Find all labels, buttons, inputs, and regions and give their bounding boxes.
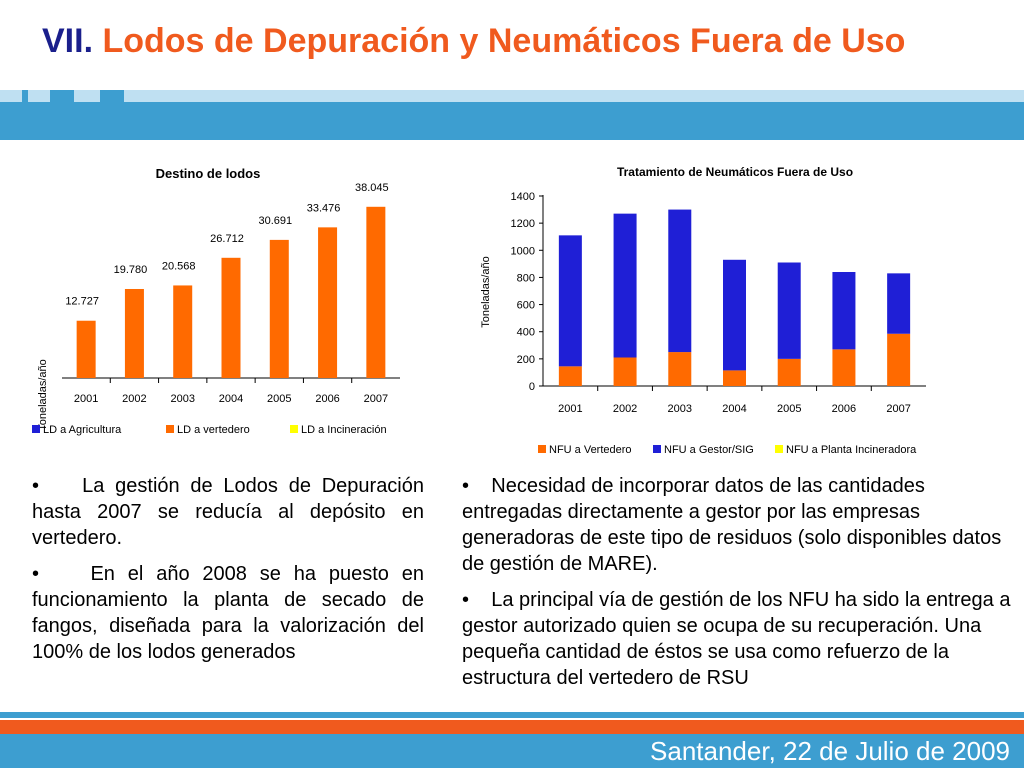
y-tick-label: 400 <box>517 327 535 339</box>
bar-segment-2005 <box>777 262 801 359</box>
legend-swatch <box>32 425 40 433</box>
bar-2002 <box>124 288 144 378</box>
bar-segment-2001 <box>558 366 582 386</box>
x-tick-label: 2005 <box>777 403 801 415</box>
bullet-text: La gestión de Lodos de Depuración hasta … <box>32 475 425 549</box>
bullet-text: En el año 2008 se ha puesto en funcionam… <box>32 563 425 663</box>
footer-stripe-accent <box>0 720 1024 734</box>
legend-swatch <box>166 425 174 433</box>
header-band-accent <box>124 90 1024 102</box>
chart-destino-lodos: Destino de lodos Toneladas/año 12.727 19.… <box>28 150 420 446</box>
x-tick-label: 2007 <box>364 393 388 405</box>
x-tick-label: 2007 <box>886 403 910 415</box>
chart-tratamiento-nfu-svg: Tratamiento de Neumáticos Fuera de Uso T… <box>480 165 926 456</box>
bar-segment-2004 <box>723 259 746 371</box>
x-tick-label: 2005 <box>267 393 291 405</box>
x-tick-label: 2006 <box>832 403 856 415</box>
bullet-text: La principal vía de gestión de los NFU h… <box>462 589 1011 689</box>
bar-segment-2003 <box>668 352 692 386</box>
y-tick-label: 200 <box>517 354 535 366</box>
bar-2005 <box>269 239 289 378</box>
footer-stripe <box>0 712 1024 718</box>
bar-segment-2002 <box>613 357 637 386</box>
x-tick-label: 2004 <box>219 393 243 405</box>
data-label-2005: 30.691 <box>258 215 292 227</box>
bullet-symbol: • <box>462 589 470 611</box>
bar-2004 <box>221 257 241 378</box>
header-band-accent <box>0 90 22 102</box>
y-tick-label: 1000 <box>511 245 535 257</box>
x-tick-label: 2004 <box>722 403 746 415</box>
right-text-column: • Necesidad de incorporar datos de las c… <box>462 473 1018 701</box>
footer-text: Santander, 22 de Julio de 2009 <box>650 736 1010 766</box>
bullet-symbol: • <box>32 563 40 585</box>
section-title: Lodos de Depuración y Neumáticos Fuera d… <box>102 22 906 60</box>
x-tick-label: 2002 <box>122 393 146 405</box>
x-tick-label: 2001 <box>558 403 582 415</box>
slide-title: VII. Lodos de Depuración y Neumáticos Fu… <box>42 22 905 61</box>
y-tick-label: 800 <box>517 272 535 284</box>
left-text-column: • La gestión de Lodos de Depuración hast… <box>32 473 424 675</box>
x-tick-label: 2002 <box>613 403 637 415</box>
bar-2007 <box>366 206 386 378</box>
chart-tratamiento-nfu: Tratamiento de Neumáticos Fuera de Uso T… <box>470 150 950 462</box>
x-tick-label: 2003 <box>668 403 692 415</box>
bullet-symbol: • <box>32 475 40 497</box>
x-tick-label: 2003 <box>170 393 194 405</box>
section-number: VII. <box>42 22 94 60</box>
header-band-accent <box>28 90 50 102</box>
chart-destino-lodos-svg: Destino de lodos Toneladas/año 12.727 19.… <box>32 166 400 436</box>
bar-segment-2005 <box>777 358 801 386</box>
y-tick-label: 1400 <box>511 191 535 203</box>
legend-label: LD a vertedero <box>177 424 250 436</box>
legend-label: NFU a Vertedero <box>549 444 632 456</box>
data-label-2002: 19.780 <box>114 264 148 276</box>
y-tick-label: 600 <box>517 300 535 312</box>
bar-2003 <box>173 285 193 378</box>
chart-title: Tratamiento de Neumáticos Fuera de Uso <box>617 165 853 179</box>
bar-segment-2007 <box>887 273 911 334</box>
header-band-accent <box>74 90 100 102</box>
bar-segment-2004 <box>723 370 746 386</box>
legend-swatch <box>653 445 661 453</box>
x-tick-label: 2006 <box>315 393 339 405</box>
data-label-2004: 26.712 <box>210 233 244 245</box>
y-tick-label: 0 <box>529 381 535 393</box>
legend-label: LD a Incineración <box>301 424 387 436</box>
footer-band: Santander, 22 de Julio de 2009 <box>0 734 1024 768</box>
bullet-item: • En el año 2008 se ha puesto en funcion… <box>32 561 424 665</box>
y-tick-label: 1200 <box>511 218 535 230</box>
bar-2001 <box>76 320 96 378</box>
y-axis-label: Toneladas/año <box>37 359 49 431</box>
legend-label: LD a Agricultura <box>43 424 122 436</box>
data-label-2003: 20.568 <box>162 260 196 272</box>
bullet-item: • La gestión de Lodos de Depuración hast… <box>32 473 424 551</box>
y-axis-label: Toneladas/año <box>480 256 492 328</box>
bar-segment-2001 <box>558 235 582 367</box>
legend-swatch <box>290 425 298 433</box>
bar-2006 <box>318 227 338 378</box>
bar-segment-2002 <box>613 213 637 358</box>
data-label-2006: 33.476 <box>307 202 341 214</box>
chart-title: Destino de lodos <box>156 166 261 181</box>
bullet-item: • La principal vía de gestión de los NFU… <box>462 587 1018 691</box>
x-tick-label: 2001 <box>74 393 98 405</box>
legend-label: NFU a Gestor/SIG <box>664 444 754 456</box>
bar-segment-2003 <box>668 209 692 353</box>
bar-segment-2007 <box>887 333 911 386</box>
legend-swatch <box>538 445 546 453</box>
bullet-symbol: • <box>462 475 470 497</box>
data-label-2007: 38.045 <box>355 182 389 194</box>
legend-swatch <box>775 445 783 453</box>
bar-segment-2006 <box>832 272 856 350</box>
bullet-item: • Necesidad de incorporar datos de las c… <box>462 473 1018 577</box>
data-label-2001: 12.727 <box>65 296 99 308</box>
legend-label: NFU a Planta Incineradora <box>786 444 917 456</box>
bullet-text: Necesidad de incorporar datos de las can… <box>462 475 1002 575</box>
bar-segment-2006 <box>832 349 856 386</box>
